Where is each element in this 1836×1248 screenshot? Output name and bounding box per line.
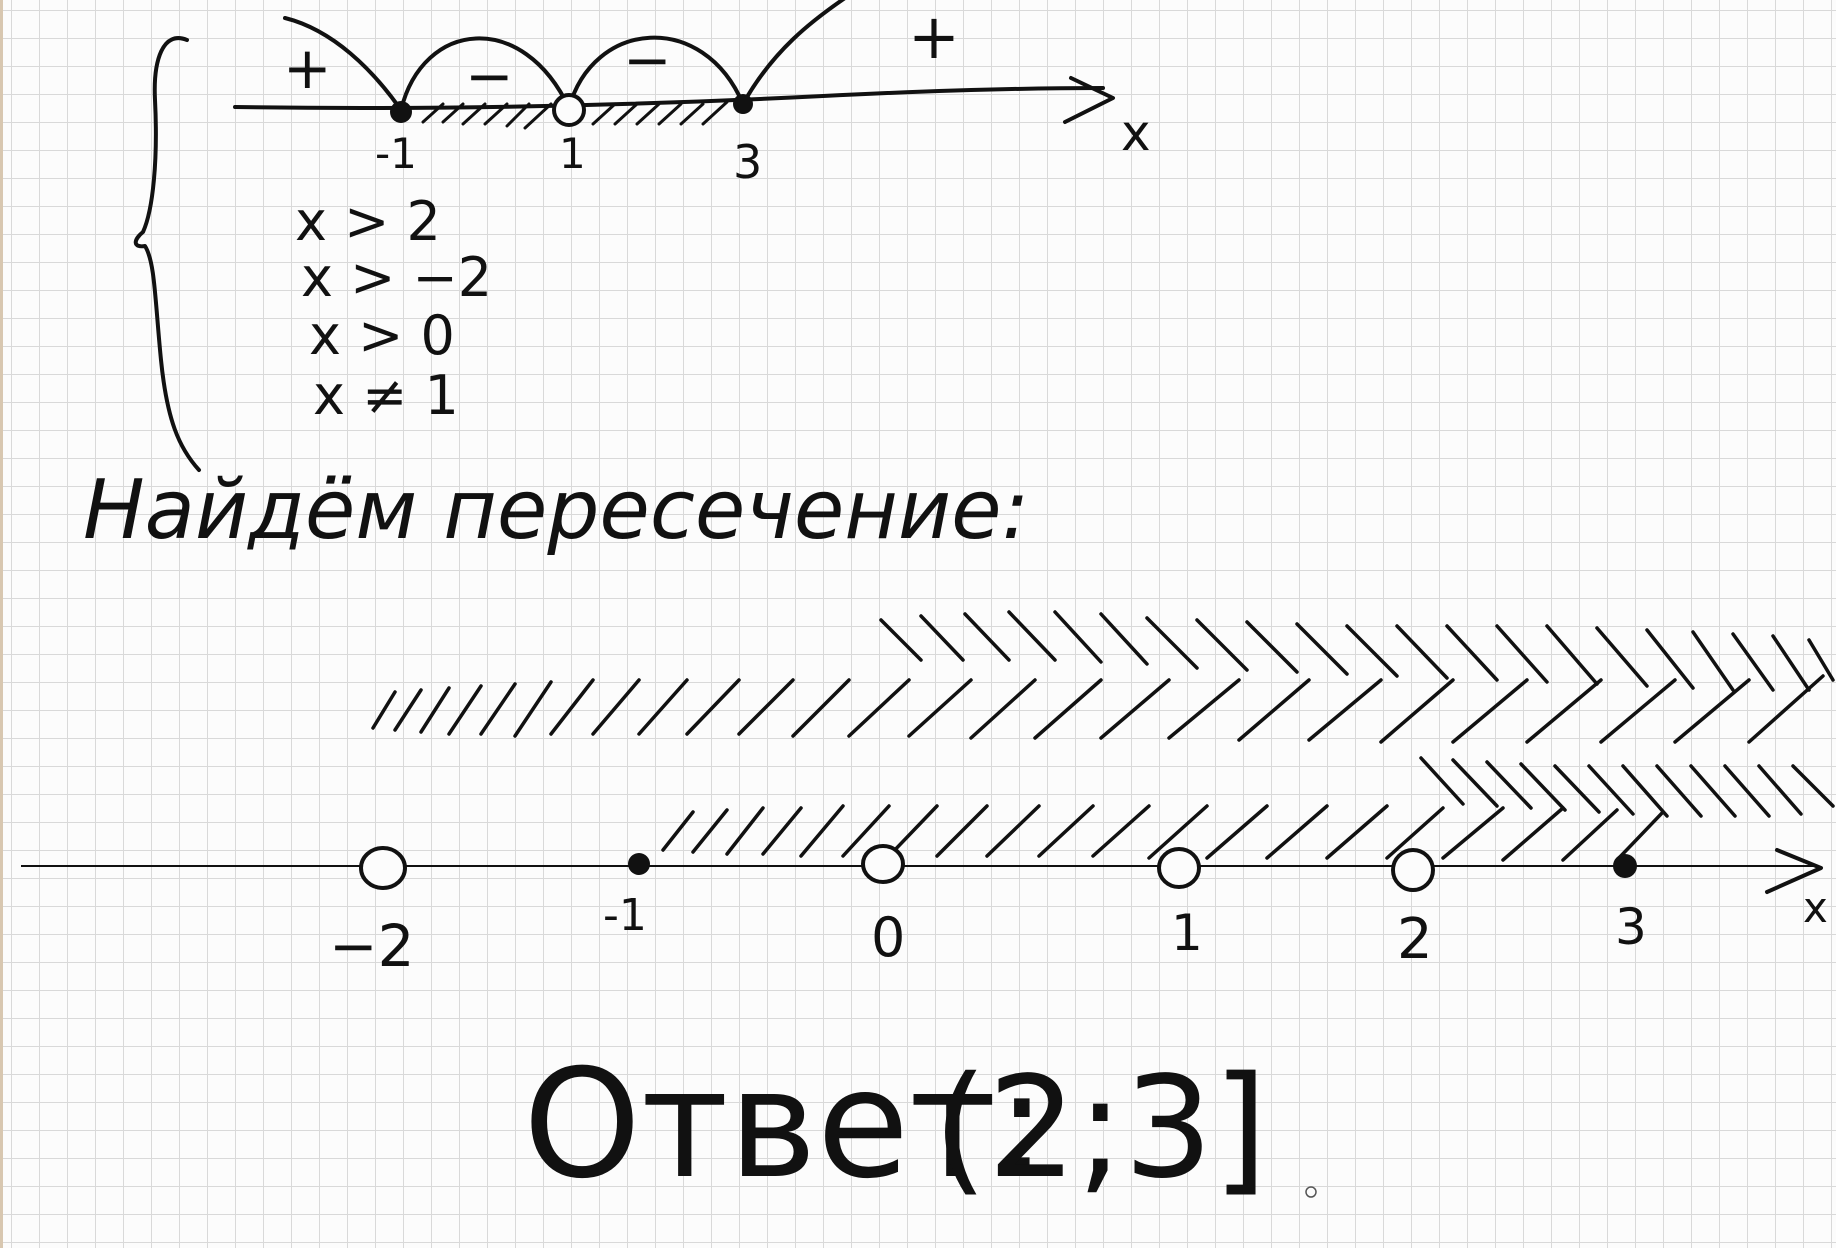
- heading-find-intersection: Найдём пересечение:: [83, 463, 1029, 558]
- open-point-0: [861, 844, 905, 884]
- sign-label: −: [623, 26, 672, 94]
- axis-label-x: x: [1803, 883, 1828, 932]
- point-label: -1: [603, 890, 647, 941]
- sign-arc-right: [741, 0, 846, 106]
- open-point-2: [1391, 848, 1435, 892]
- point-label: -1: [375, 129, 417, 178]
- point-label: 1: [559, 129, 586, 178]
- condition-line: x ≠ 1: [313, 364, 459, 427]
- sign-arc-1: [399, 36, 571, 112]
- chevron-hatching-lower: [1419, 756, 1835, 818]
- point-label: −2: [329, 912, 415, 980]
- condition-line: x > 2: [295, 190, 441, 253]
- hatching-x-greater-minus-2: [371, 674, 1825, 744]
- point-label: 2: [1397, 907, 1433, 972]
- filled-point-3: [1613, 854, 1637, 878]
- main-number-line: −2 -1 0 1 2 3 x: [21, 610, 1835, 980]
- open-point-minus-2: [359, 846, 407, 890]
- open-point-1: [552, 93, 586, 127]
- answer-value: (2;3]: [933, 1047, 1268, 1210]
- sign-label: +: [908, 0, 960, 73]
- axis-label-x: x: [1121, 104, 1151, 162]
- answer-label: Ответ:: [523, 1038, 1047, 1212]
- sign-label: −: [465, 42, 514, 110]
- filled-point-3: [733, 94, 753, 114]
- cursor-dot-icon: [1305, 1186, 1317, 1198]
- filled-point-minus-1: [628, 853, 650, 875]
- top-sign-chart: + − − + -1 1 3 x: [233, 0, 1151, 189]
- handwriting-canvas: + − − + -1 1 3 x x > 2 x > −2 x > 0 x ≠ …: [21, 0, 1835, 1212]
- main-axis-arrow: [1765, 848, 1823, 894]
- sign-arc-left: [283, 16, 403, 112]
- open-point-1: [1157, 847, 1201, 889]
- sign-arc-2: [567, 35, 745, 110]
- system-brace: [133, 36, 201, 472]
- hatching-lower: [661, 804, 1665, 862]
- system-of-conditions: x > 2 x > −2 x > 0 x ≠ 1: [133, 36, 492, 472]
- filled-point-minus-1: [390, 101, 412, 123]
- chevron-hatching-upper: [879, 610, 1835, 692]
- point-label: 3: [733, 135, 762, 189]
- condition-line: x > −2: [301, 246, 492, 309]
- sign-label: +: [283, 34, 332, 102]
- condition-line: x > 0: [309, 304, 455, 367]
- top-hatching: [421, 100, 729, 130]
- point-label: 0: [871, 906, 905, 969]
- top-axis-arrow: [1063, 76, 1115, 124]
- point-label: 1: [1171, 904, 1203, 962]
- answer-block: Ответ: (2;3]: [523, 1038, 1317, 1212]
- point-label: 3: [1615, 898, 1647, 956]
